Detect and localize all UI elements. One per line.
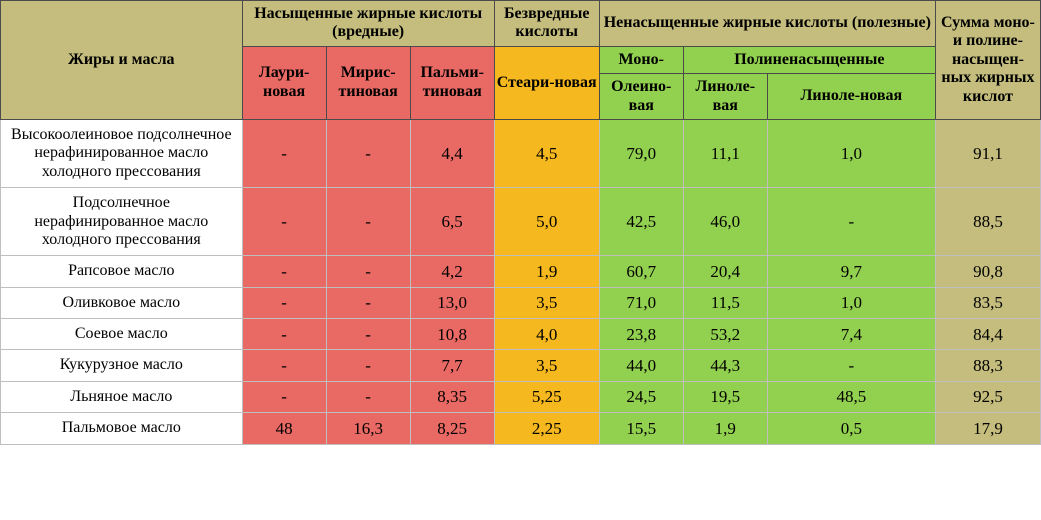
cell-sum: 88,3 [935, 350, 1040, 381]
cell-linolenic: - [767, 350, 935, 381]
cell-oleic: 42,5 [599, 188, 683, 256]
table-body: Высокоолеиновое подсолнечное нерафиниров… [1, 119, 1041, 444]
table-row: Оливковое масло--13,03,571,011,51,083,5 [1, 287, 1041, 318]
col-header-oleic: Олеино-вая [599, 74, 683, 120]
cell-linoleic: 44,3 [683, 350, 767, 381]
col-group-harmless: Безвредные кислоты [494, 1, 599, 47]
cell-sum: 88,5 [935, 188, 1040, 256]
fatty-acids-table: Жиры и масла Насыщенные жирные кислоты (… [0, 0, 1041, 445]
cell-sum: 84,4 [935, 319, 1040, 350]
col-group-saturated: Насыщенные жирные кислоты (вредные) [242, 1, 494, 47]
cell-oleic: 44,0 [599, 350, 683, 381]
cell-palmitic: 8,35 [410, 381, 494, 412]
cell-stearic: 3,5 [494, 287, 599, 318]
col-header-lauric: Лаури-новая [242, 46, 326, 119]
cell-palmitic: 4,4 [410, 119, 494, 187]
col-header-stearic: Стеари-новая [494, 46, 599, 119]
cell-palmitic: 4,2 [410, 256, 494, 287]
cell-sum: 92,5 [935, 381, 1040, 412]
cell-linoleic: 20,4 [683, 256, 767, 287]
cell-stearic: 2,25 [494, 413, 599, 444]
cell-linoleic: 19,5 [683, 381, 767, 412]
col-header-myristic: Мирис-тиновая [326, 46, 410, 119]
cell-linolenic: - [767, 188, 935, 256]
cell-linolenic: 0,5 [767, 413, 935, 444]
cell-myristic: - [326, 287, 410, 318]
cell-lauric: - [242, 188, 326, 256]
col-group-unsaturated: Ненасыщенные жирные кислоты (полезные) [599, 1, 935, 47]
cell-linoleic: 53,2 [683, 319, 767, 350]
cell-lauric: - [242, 319, 326, 350]
cell-linoleic: 46,0 [683, 188, 767, 256]
cell-oil-name: Рапсовое масло [1, 256, 243, 287]
cell-palmitic: 10,8 [410, 319, 494, 350]
cell-oil-name: Кукурузное масло [1, 350, 243, 381]
cell-linoleic: 11,1 [683, 119, 767, 187]
cell-stearic: 3,5 [494, 350, 599, 381]
cell-myristic: - [326, 381, 410, 412]
col-header-linolenic: Линоле-новая [767, 74, 935, 120]
cell-lauric: 48 [242, 413, 326, 444]
cell-myristic: - [326, 119, 410, 187]
cell-lauric: - [242, 350, 326, 381]
table-header: Жиры и масла Насыщенные жирные кислоты (… [1, 1, 1041, 120]
cell-myristic: - [326, 188, 410, 256]
cell-linolenic: 1,0 [767, 119, 935, 187]
cell-oil-name: Льняное масло [1, 381, 243, 412]
cell-oil-name: Оливковое масло [1, 287, 243, 318]
cell-lauric: - [242, 287, 326, 318]
cell-linoleic: 1,9 [683, 413, 767, 444]
table-row: Пальмовое масло4816,38,252,2515,51,90,51… [1, 413, 1041, 444]
cell-palmitic: 13,0 [410, 287, 494, 318]
table-row: Высокоолеиновое подсолнечное нерафиниров… [1, 119, 1041, 187]
col-header-mono: Моно- [599, 46, 683, 73]
col-header-linoleic: Линоле-вая [683, 74, 767, 120]
cell-stearic: 4,5 [494, 119, 599, 187]
cell-sum: 83,5 [935, 287, 1040, 318]
cell-oleic: 24,5 [599, 381, 683, 412]
cell-sum: 91,1 [935, 119, 1040, 187]
table-row: Кукурузное масло--7,73,544,044,3-88,3 [1, 350, 1041, 381]
table-row: Рапсовое масло--4,21,960,720,49,790,8 [1, 256, 1041, 287]
cell-palmitic: 6,5 [410, 188, 494, 256]
cell-stearic: 5,0 [494, 188, 599, 256]
cell-myristic: 16,3 [326, 413, 410, 444]
cell-oil-name: Подсолнечное нерафинированное масло холо… [1, 188, 243, 256]
col-header-name: Жиры и масла [1, 1, 243, 120]
cell-oleic: 23,8 [599, 319, 683, 350]
cell-oil-name: Соевое масло [1, 319, 243, 350]
cell-lauric: - [242, 381, 326, 412]
cell-stearic: 1,9 [494, 256, 599, 287]
cell-linolenic: 1,0 [767, 287, 935, 318]
col-header-palmitic: Пальми-тиновая [410, 46, 494, 119]
cell-linolenic: 9,7 [767, 256, 935, 287]
cell-sum: 90,8 [935, 256, 1040, 287]
cell-palmitic: 7,7 [410, 350, 494, 381]
table-row: Соевое масло--10,84,023,853,27,484,4 [1, 319, 1041, 350]
cell-palmitic: 8,25 [410, 413, 494, 444]
table-row: Льняное масло--8,355,2524,519,548,592,5 [1, 381, 1041, 412]
cell-oil-name: Пальмовое масло [1, 413, 243, 444]
col-header-sum: Сумма моно- и полине-насыщен-ных жирных … [935, 1, 1040, 120]
cell-linolenic: 7,4 [767, 319, 935, 350]
cell-oil-name: Высокоолеиновое подсолнечное нерафиниров… [1, 119, 243, 187]
cell-myristic: - [326, 319, 410, 350]
cell-linolenic: 48,5 [767, 381, 935, 412]
cell-myristic: - [326, 350, 410, 381]
cell-stearic: 4,0 [494, 319, 599, 350]
cell-lauric: - [242, 119, 326, 187]
cell-oleic: 60,7 [599, 256, 683, 287]
cell-sum: 17,9 [935, 413, 1040, 444]
cell-myristic: - [326, 256, 410, 287]
table-row: Подсолнечное нерафинированное масло холо… [1, 188, 1041, 256]
cell-lauric: - [242, 256, 326, 287]
cell-oleic: 79,0 [599, 119, 683, 187]
cell-linoleic: 11,5 [683, 287, 767, 318]
cell-oleic: 15,5 [599, 413, 683, 444]
cell-stearic: 5,25 [494, 381, 599, 412]
cell-oleic: 71,0 [599, 287, 683, 318]
col-header-poly: Полиненасыщенные [683, 46, 935, 73]
